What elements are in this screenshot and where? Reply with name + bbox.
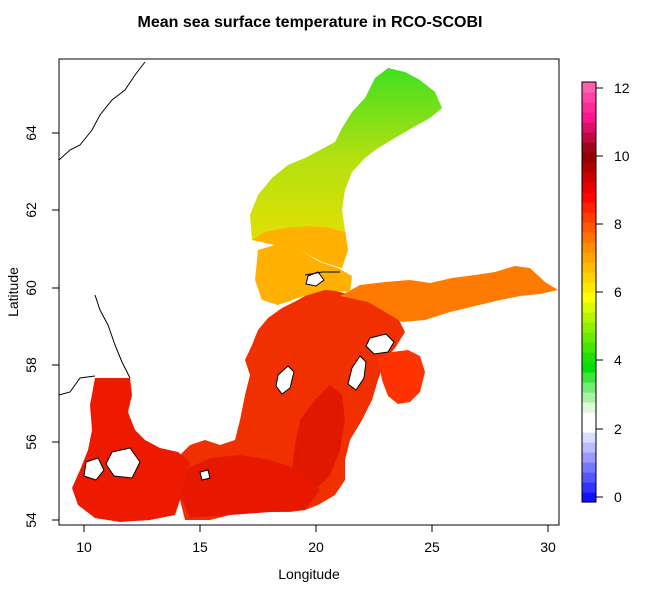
saaremaa-island <box>365 333 395 355</box>
gulf-of-bothnia <box>250 68 442 268</box>
colorbar-band <box>582 232 596 243</box>
x-tick-15: 15 <box>192 539 208 555</box>
x-axis: 10 15 20 25 30 Longitude <box>76 525 556 582</box>
colorbar-band <box>582 322 596 333</box>
colorbar-band <box>582 202 596 213</box>
colorbar-band <box>582 272 596 283</box>
colorbar-band <box>582 472 596 483</box>
plot-frame <box>58 58 560 526</box>
colorbar-band <box>582 262 596 273</box>
bothnian-sea-south <box>252 226 348 268</box>
finland-coast-lake <box>304 271 340 276</box>
gulf-of-riga <box>378 350 425 404</box>
colorbar-band <box>582 192 596 203</box>
y-tick-54: 54 <box>23 512 39 528</box>
y-axis-label: Latitude <box>5 267 21 317</box>
cbar-tick-12: 12 <box>614 80 630 96</box>
map-area <box>59 59 559 525</box>
colorbar-band <box>582 442 596 453</box>
colorbar-band <box>582 412 596 423</box>
gotland-deep <box>292 385 345 490</box>
zealand-island <box>105 447 141 479</box>
cbar-tick-6: 6 <box>614 284 622 300</box>
colorbar-band <box>582 482 596 493</box>
funen-island <box>83 457 105 481</box>
norway-coast <box>59 61 146 161</box>
cbar-tick-8: 8 <box>614 216 622 232</box>
y-tick-58: 58 <box>23 357 39 373</box>
colorbar-band <box>582 102 596 113</box>
y-tick-64: 64 <box>23 125 39 141</box>
colorbar-band <box>582 432 596 443</box>
colorbar-band <box>582 82 596 93</box>
bornholm-island <box>199 469 211 481</box>
cbar-tick-4: 4 <box>614 352 622 368</box>
colorbar-band <box>582 362 596 373</box>
colorbar-band <box>582 132 596 143</box>
gulf-of-finland <box>340 266 558 322</box>
colorbar-band <box>582 122 596 133</box>
southern-baltic <box>180 455 320 518</box>
x-tick-30: 30 <box>540 539 556 555</box>
colorbar-band <box>582 452 596 463</box>
colorbar-band <box>582 332 596 343</box>
colorbar <box>582 82 596 503</box>
colorbar-band <box>582 252 596 263</box>
map-title: Mean sea surface temperature in RCO-SCOB… <box>138 14 483 31</box>
y-tick-62: 62 <box>23 202 39 218</box>
y-tick-60: 60 <box>23 280 39 296</box>
colorbar-band <box>582 372 596 383</box>
colorbar-band <box>582 152 596 163</box>
norway-south-coast <box>59 375 96 396</box>
colorbar-band <box>582 282 596 293</box>
x-axis-label: Longitude <box>278 566 340 582</box>
y-tick-56: 56 <box>23 434 39 450</box>
colorbar-band <box>582 222 596 233</box>
colorbar-band <box>582 352 596 363</box>
oland-island <box>275 365 295 395</box>
cbar-tick-10: 10 <box>614 148 630 164</box>
sweden-west-coast <box>94 294 131 379</box>
colorbar-ticks: 0 2 4 6 8 10 12 <box>596 80 630 505</box>
aland-sea <box>255 245 352 305</box>
x-tick-10: 10 <box>76 539 92 555</box>
y-axis: 54 56 58 60 62 64 Latitude <box>5 125 59 528</box>
colorbar-band <box>582 182 596 193</box>
colorbar-band <box>582 382 596 393</box>
colorbar-band <box>582 492 596 503</box>
colorbar-band <box>582 172 596 183</box>
x-tick-20: 20 <box>308 539 324 555</box>
colorbar-band <box>582 392 596 403</box>
colorbar-band <box>582 112 596 123</box>
colorbar-band <box>582 422 596 433</box>
colorbar-band <box>582 242 596 253</box>
colorbar-band <box>582 142 596 153</box>
cbar-tick-0: 0 <box>614 489 622 505</box>
colorbar-band <box>582 342 596 353</box>
colorbar-band <box>582 402 596 413</box>
colorbar-band <box>582 302 596 313</box>
gotland-island <box>347 355 367 391</box>
colorbar-band <box>582 92 596 103</box>
colorbar-band <box>582 292 596 303</box>
cbar-tick-2: 2 <box>614 421 622 437</box>
colorbar-band <box>582 462 596 473</box>
colorbar-band <box>582 162 596 173</box>
colorbar-band <box>582 212 596 223</box>
colorbar-band <box>582 312 596 323</box>
x-tick-25: 25 <box>424 539 440 555</box>
